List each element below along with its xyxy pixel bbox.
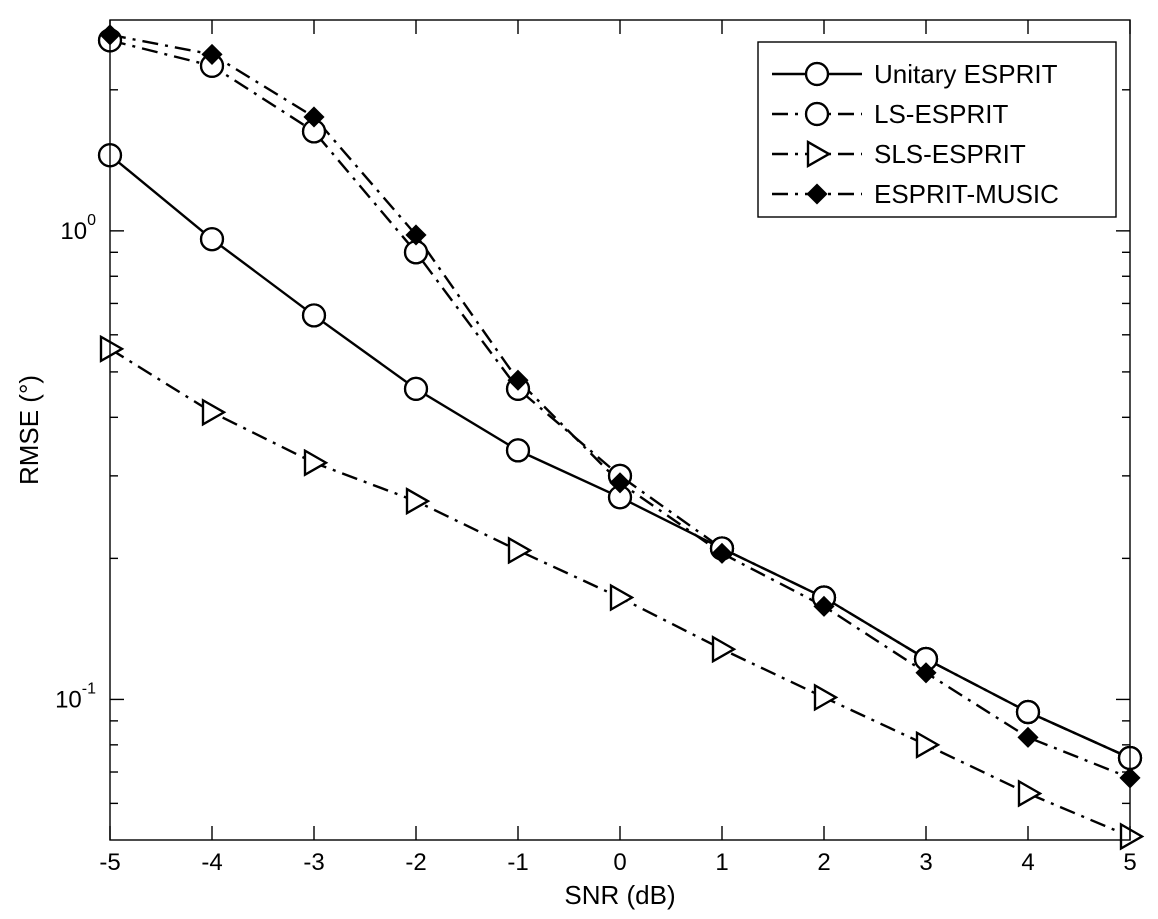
legend-item-label: LS-ESPRIT [874, 99, 1008, 129]
y-tick-label: 10-1 [55, 680, 96, 713]
x-tick-label: -2 [405, 849, 426, 876]
x-tick-label: -5 [99, 849, 120, 876]
x-tick-label: 1 [715, 849, 728, 876]
legend-item-label: Unitary ESPRIT [874, 59, 1058, 89]
legend-item-label: SLS-ESPRIT [874, 139, 1026, 169]
x-tick-label: 3 [919, 849, 932, 876]
y-axis-label: RMSE (°) [14, 375, 44, 485]
x-tick-label: -1 [507, 849, 528, 876]
x-axis-label: SNR (dB) [564, 880, 675, 910]
x-tick-label: -3 [303, 849, 324, 876]
x-tick-label: -4 [201, 849, 222, 876]
x-tick-label: 4 [1021, 849, 1034, 876]
y-tick-label: 100 [60, 212, 96, 245]
legend-item-label: ESPRIT-MUSIC [874, 179, 1059, 209]
x-tick-label: 0 [613, 849, 626, 876]
x-tick-label: 5 [1123, 849, 1136, 876]
x-tick-label: 2 [817, 849, 830, 876]
rmse-vs-snr-chart: -5 -4 -3 -2 -1 0 1 2 3 4 5 10-1 100 SNR (dB) RMSE (°) U… [0, 0, 1158, 919]
chart-container: -5 -4 -3 -2 -1 0 1 2 3 4 5 10-1 100 SNR (dB) RMSE (°) U… [0, 0, 1158, 919]
